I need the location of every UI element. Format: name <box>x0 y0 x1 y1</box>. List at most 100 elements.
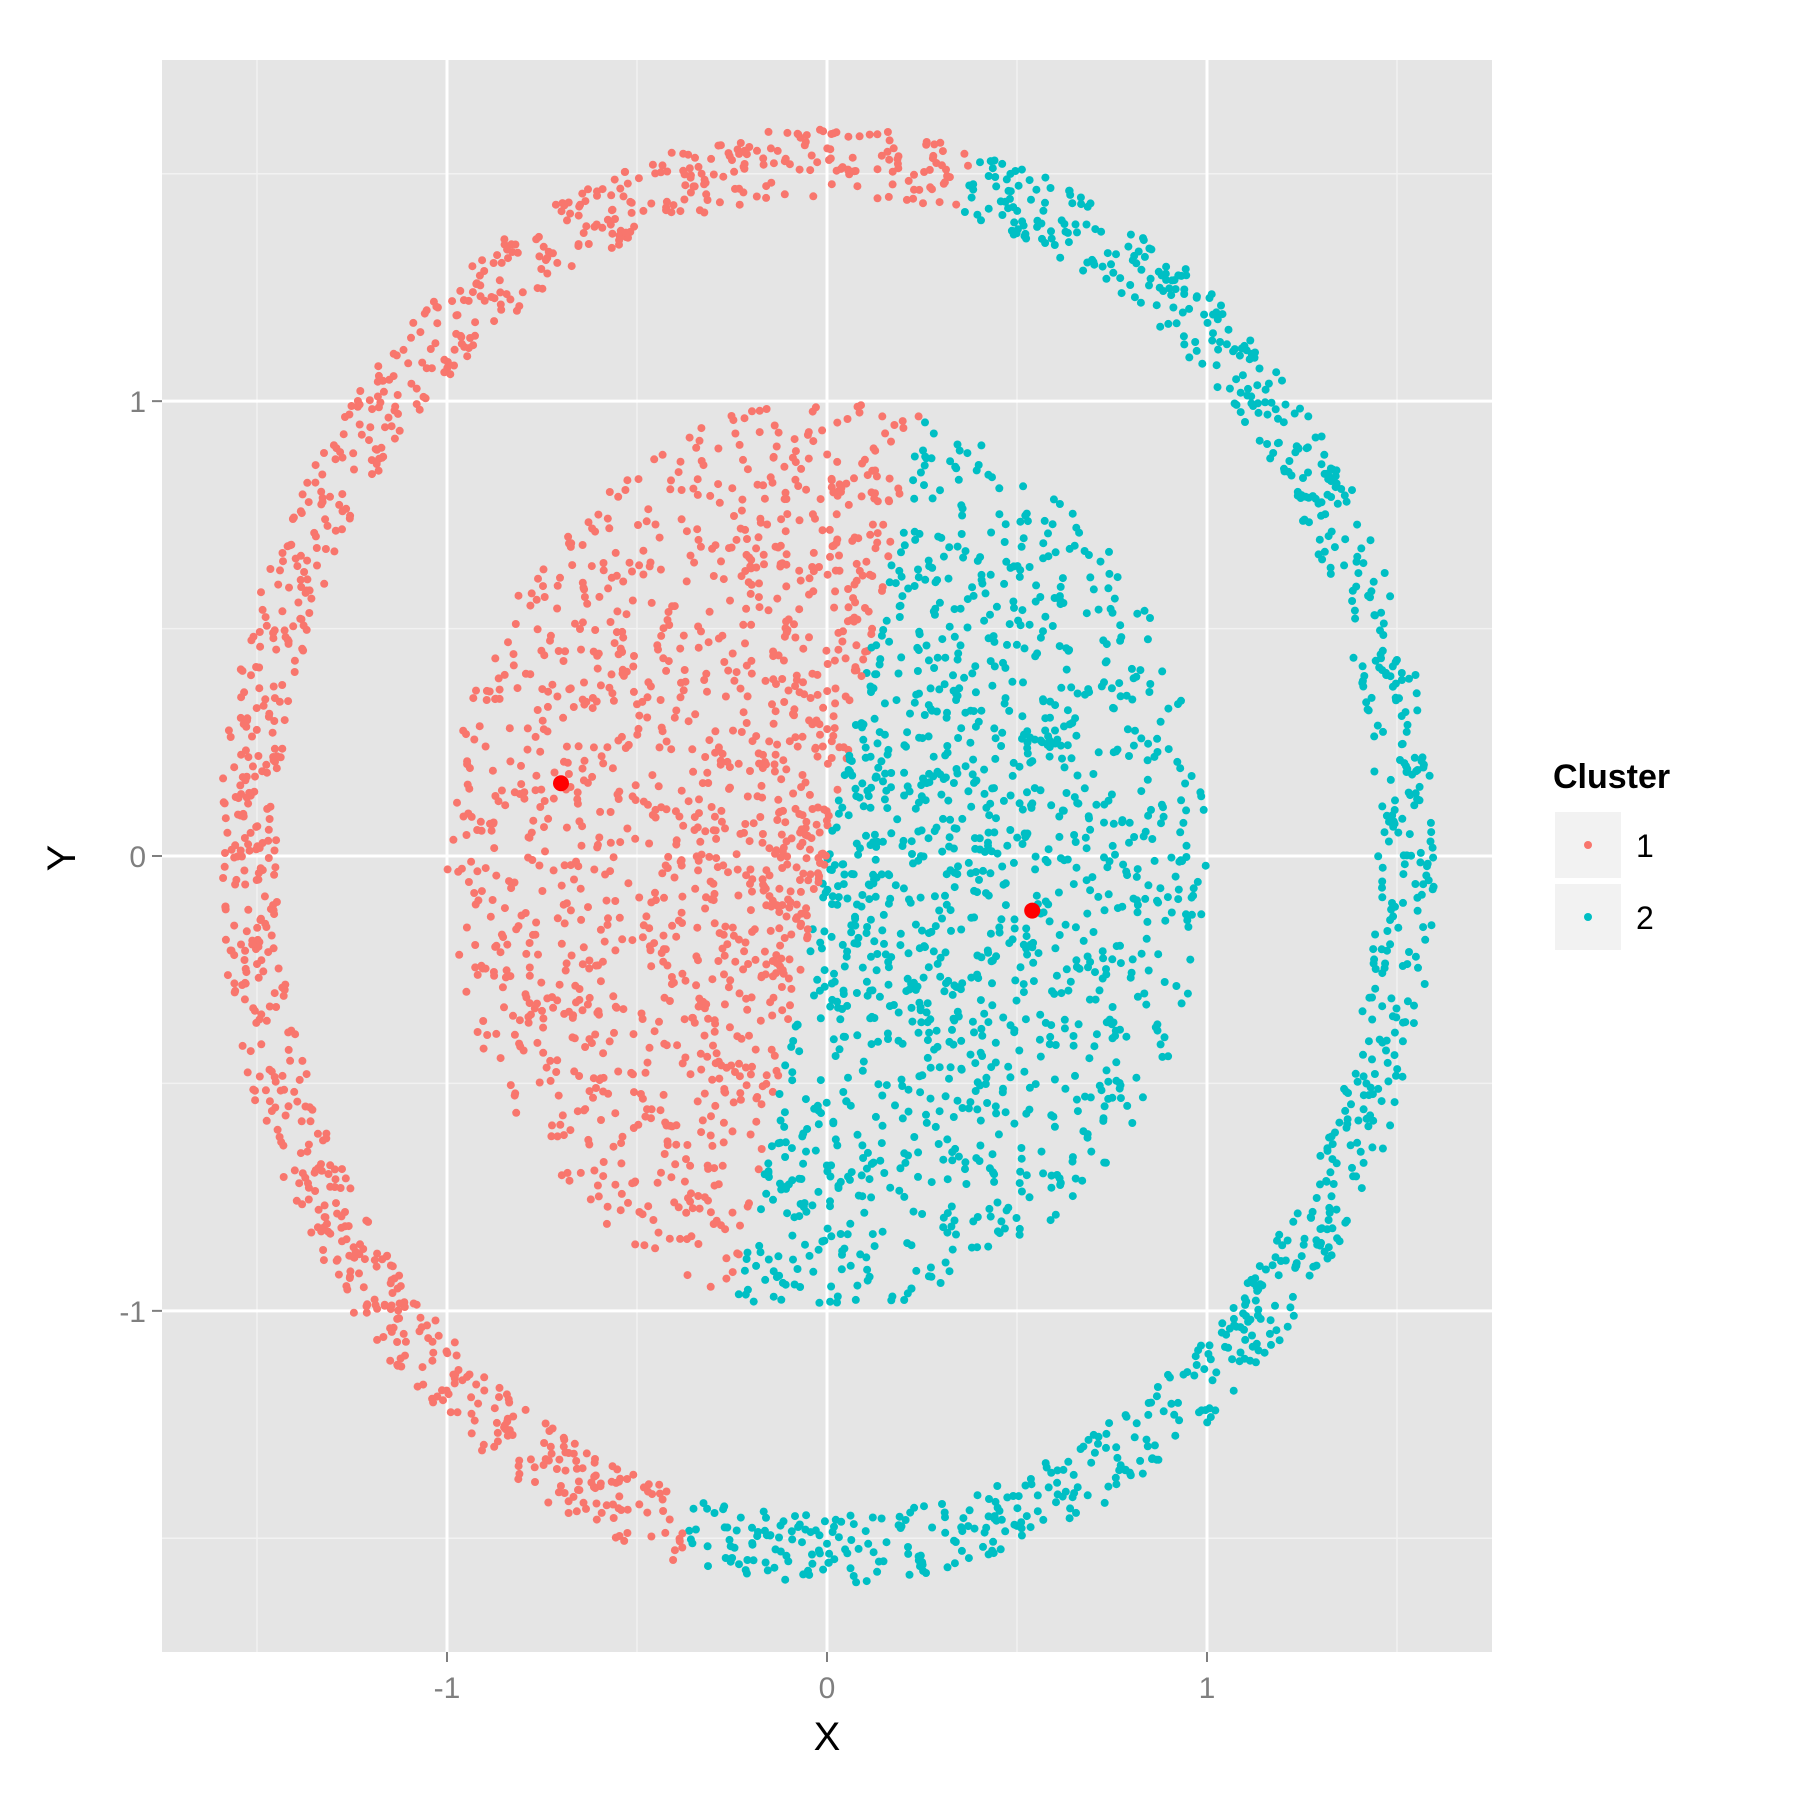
point-cluster-2 <box>1241 1300 1250 1309</box>
point-cluster-1 <box>808 563 817 571</box>
point-cluster-1 <box>586 1195 595 1204</box>
point-cluster-2 <box>1190 1371 1199 1380</box>
point-cluster-1 <box>303 1147 312 1156</box>
point-cluster-2 <box>1370 732 1379 741</box>
point-cluster-2 <box>913 982 922 991</box>
point-cluster-2 <box>1380 828 1389 837</box>
point-cluster-1 <box>803 934 812 943</box>
point-cluster-1 <box>321 1213 330 1222</box>
point-cluster-1 <box>850 666 859 675</box>
point-cluster-1 <box>642 912 651 921</box>
point-cluster-1 <box>753 792 762 801</box>
point-cluster-2 <box>728 1554 737 1562</box>
point-cluster-1 <box>742 719 751 727</box>
point-cluster-2 <box>1041 1459 1050 1468</box>
point-cluster-1 <box>374 362 383 371</box>
point-cluster-1 <box>742 994 751 1003</box>
point-cluster-2 <box>1127 664 1136 673</box>
point-cluster-1 <box>659 931 668 940</box>
point-cluster-2 <box>827 1232 836 1241</box>
point-cluster-2 <box>1106 604 1115 613</box>
point-cluster-2 <box>1341 1106 1350 1115</box>
point-cluster-1 <box>679 821 688 830</box>
point-cluster-2 <box>1126 973 1135 982</box>
point-cluster-1 <box>765 871 774 880</box>
point-cluster-2 <box>968 770 977 779</box>
point-cluster-1 <box>515 1016 524 1025</box>
point-cluster-1 <box>553 258 562 267</box>
point-cluster-2 <box>1136 666 1145 675</box>
point-cluster-2 <box>851 1295 860 1304</box>
point-cluster-1 <box>886 537 895 546</box>
point-cluster-1 <box>651 1244 660 1253</box>
point-cluster-2 <box>1171 1431 1180 1440</box>
point-cluster-2 <box>1195 1408 1203 1417</box>
point-cluster-1 <box>681 677 690 686</box>
point-cluster-2 <box>986 869 995 878</box>
point-cluster-1 <box>231 841 240 850</box>
point-cluster-1 <box>588 772 597 781</box>
point-cluster-1 <box>793 742 802 751</box>
point-cluster-2 <box>1031 1080 1040 1089</box>
point-cluster-2 <box>1398 1072 1407 1081</box>
point-cluster-1 <box>570 1034 579 1043</box>
point-cluster-1 <box>525 833 534 842</box>
point-cluster-1 <box>815 828 824 837</box>
point-cluster-2 <box>1312 1194 1321 1202</box>
point-cluster-2 <box>1377 1097 1386 1106</box>
point-cluster-2 <box>1377 654 1385 663</box>
point-cluster-2 <box>1374 1084 1383 1093</box>
point-cluster-1 <box>245 846 254 855</box>
point-cluster-1 <box>645 839 654 848</box>
point-cluster-2 <box>1278 1241 1287 1250</box>
point-cluster-1 <box>256 864 265 873</box>
point-cluster-2 <box>1222 340 1231 349</box>
point-cluster-2 <box>1132 672 1141 681</box>
point-cluster-2 <box>1351 614 1360 623</box>
point-cluster-2 <box>1027 801 1035 810</box>
point-cluster-2 <box>743 1556 752 1564</box>
point-cluster-1 <box>748 927 757 936</box>
point-cluster-1 <box>702 190 711 199</box>
point-cluster-1 <box>559 1442 568 1451</box>
point-cluster-2 <box>838 1005 847 1013</box>
point-cluster-2 <box>1255 1262 1264 1271</box>
point-cluster-2 <box>837 1265 846 1274</box>
point-cluster-2 <box>1157 271 1166 280</box>
point-cluster-1 <box>660 1150 669 1158</box>
point-cluster-1 <box>634 724 643 733</box>
point-cluster-1 <box>853 182 862 191</box>
point-cluster-1 <box>473 1028 482 1036</box>
point-cluster-2 <box>1200 1365 1209 1374</box>
point-cluster-1 <box>540 1439 549 1447</box>
point-cluster-2 <box>1353 1077 1362 1086</box>
point-cluster-2 <box>829 1117 838 1126</box>
point-cluster-1 <box>780 157 789 166</box>
point-cluster-1 <box>630 652 638 660</box>
point-cluster-2 <box>1158 667 1167 676</box>
point-cluster-1 <box>535 252 544 261</box>
point-cluster-2 <box>918 1071 927 1080</box>
point-cluster-2 <box>1348 586 1357 595</box>
point-cluster-1 <box>394 409 402 418</box>
point-cluster-1 <box>777 515 786 524</box>
point-cluster-1 <box>592 697 601 706</box>
point-cluster-1 <box>712 1216 721 1225</box>
point-cluster-2 <box>1113 573 1122 582</box>
point-cluster-2 <box>1145 281 1153 290</box>
point-cluster-1 <box>613 607 622 616</box>
point-cluster-1 <box>223 971 232 980</box>
point-cluster-2 <box>988 979 996 988</box>
point-cluster-1 <box>929 151 938 160</box>
point-cluster-2 <box>1212 361 1221 370</box>
point-cluster-2 <box>845 1175 854 1184</box>
point-cluster-2 <box>1051 548 1060 557</box>
point-cluster-2 <box>997 1515 1006 1524</box>
point-cluster-1 <box>588 704 597 713</box>
point-cluster-1 <box>371 1301 380 1310</box>
point-cluster-2 <box>1045 1040 1054 1049</box>
point-cluster-2 <box>875 992 884 1001</box>
point-cluster-1 <box>265 1065 274 1074</box>
point-cluster-1 <box>412 400 421 409</box>
point-cluster-2 <box>920 1502 928 1511</box>
